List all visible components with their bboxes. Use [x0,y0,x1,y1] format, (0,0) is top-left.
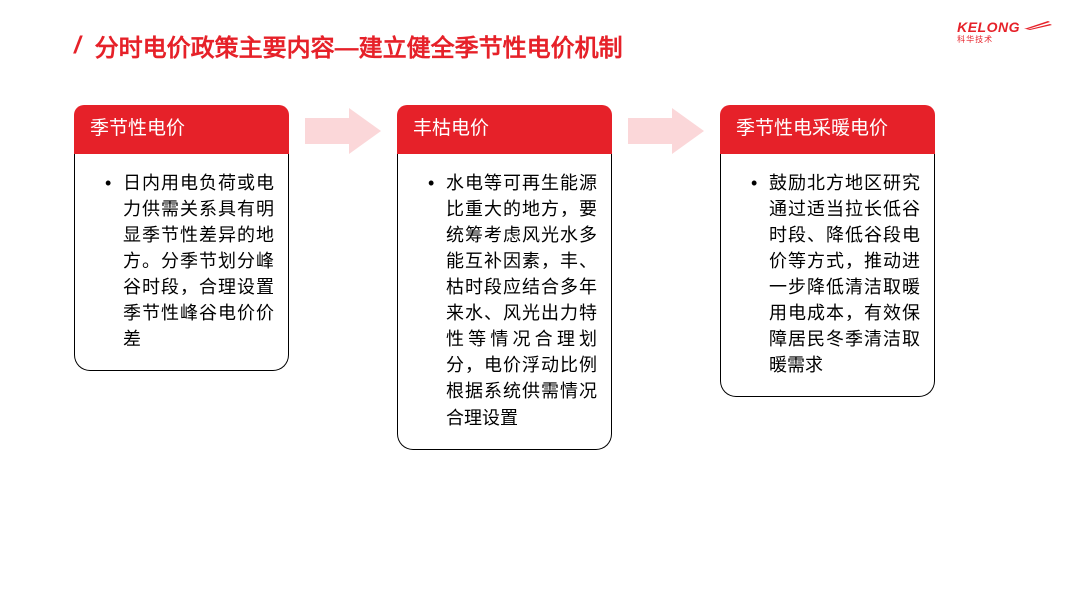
logo-subtext: 科华技术 [957,34,993,45]
title-slash: / [74,32,81,60]
node-header: 季节性电采暖电价 [720,105,935,154]
node-text: 鼓励北方地区研究通过适当拉长低谷时段、降低谷段电价等方式，推动进一步降低清洁取暖… [751,170,920,379]
logo-text: KELONG [957,19,1020,35]
arrow-icon [626,105,706,157]
diagram-row: 季节性电价 日内用电负荷或电力供需关系具有明显季节性差异的地方。分季节划分峰谷时… [0,63,1080,450]
node-header: 季节性电价 [74,105,289,154]
flow-node: 丰枯电价 水电等可再生能源比重大的地方，要统筹考虑风光水多能互补因素，丰、枯时段… [397,105,612,450]
node-text: 水电等可再生能源比重大的地方，要统筹考虑风光水多能互补因素，丰、枯时段应结合多年… [428,170,597,431]
brand-logo: KELONG 科华技术 [957,18,1052,45]
node-body: 日内用电负荷或电力供需关系具有明显季节性差异的地方。分季节划分峰谷时段，合理设置… [74,154,289,372]
title-bar: / 分时电价政策主要内容—建立健全季节性电价机制 [0,0,1080,63]
node-header: 丰枯电价 [397,105,612,154]
node-text: 日内用电负荷或电力供需关系具有明显季节性差异的地方。分季节划分峰谷时段，合理设置… [105,170,274,353]
flow-node: 季节性电采暖电价 鼓励北方地区研究通过适当拉长低谷时段、降低谷段电价等方式，推动… [720,105,935,397]
flow-node: 季节性电价 日内用电负荷或电力供需关系具有明显季节性差异的地方。分季节划分峰谷时… [74,105,289,371]
page-title: 分时电价政策主要内容—建立健全季节性电价机制 [95,28,623,63]
node-body: 鼓励北方地区研究通过适当拉长低谷时段、降低谷段电价等方式，推动进一步降低清洁取暖… [720,154,935,398]
arrow-icon [303,105,383,157]
node-body: 水电等可再生能源比重大的地方，要统筹考虑风光水多能互补因素，丰、枯时段应结合多年… [397,154,612,450]
wing-icon [1024,18,1052,36]
